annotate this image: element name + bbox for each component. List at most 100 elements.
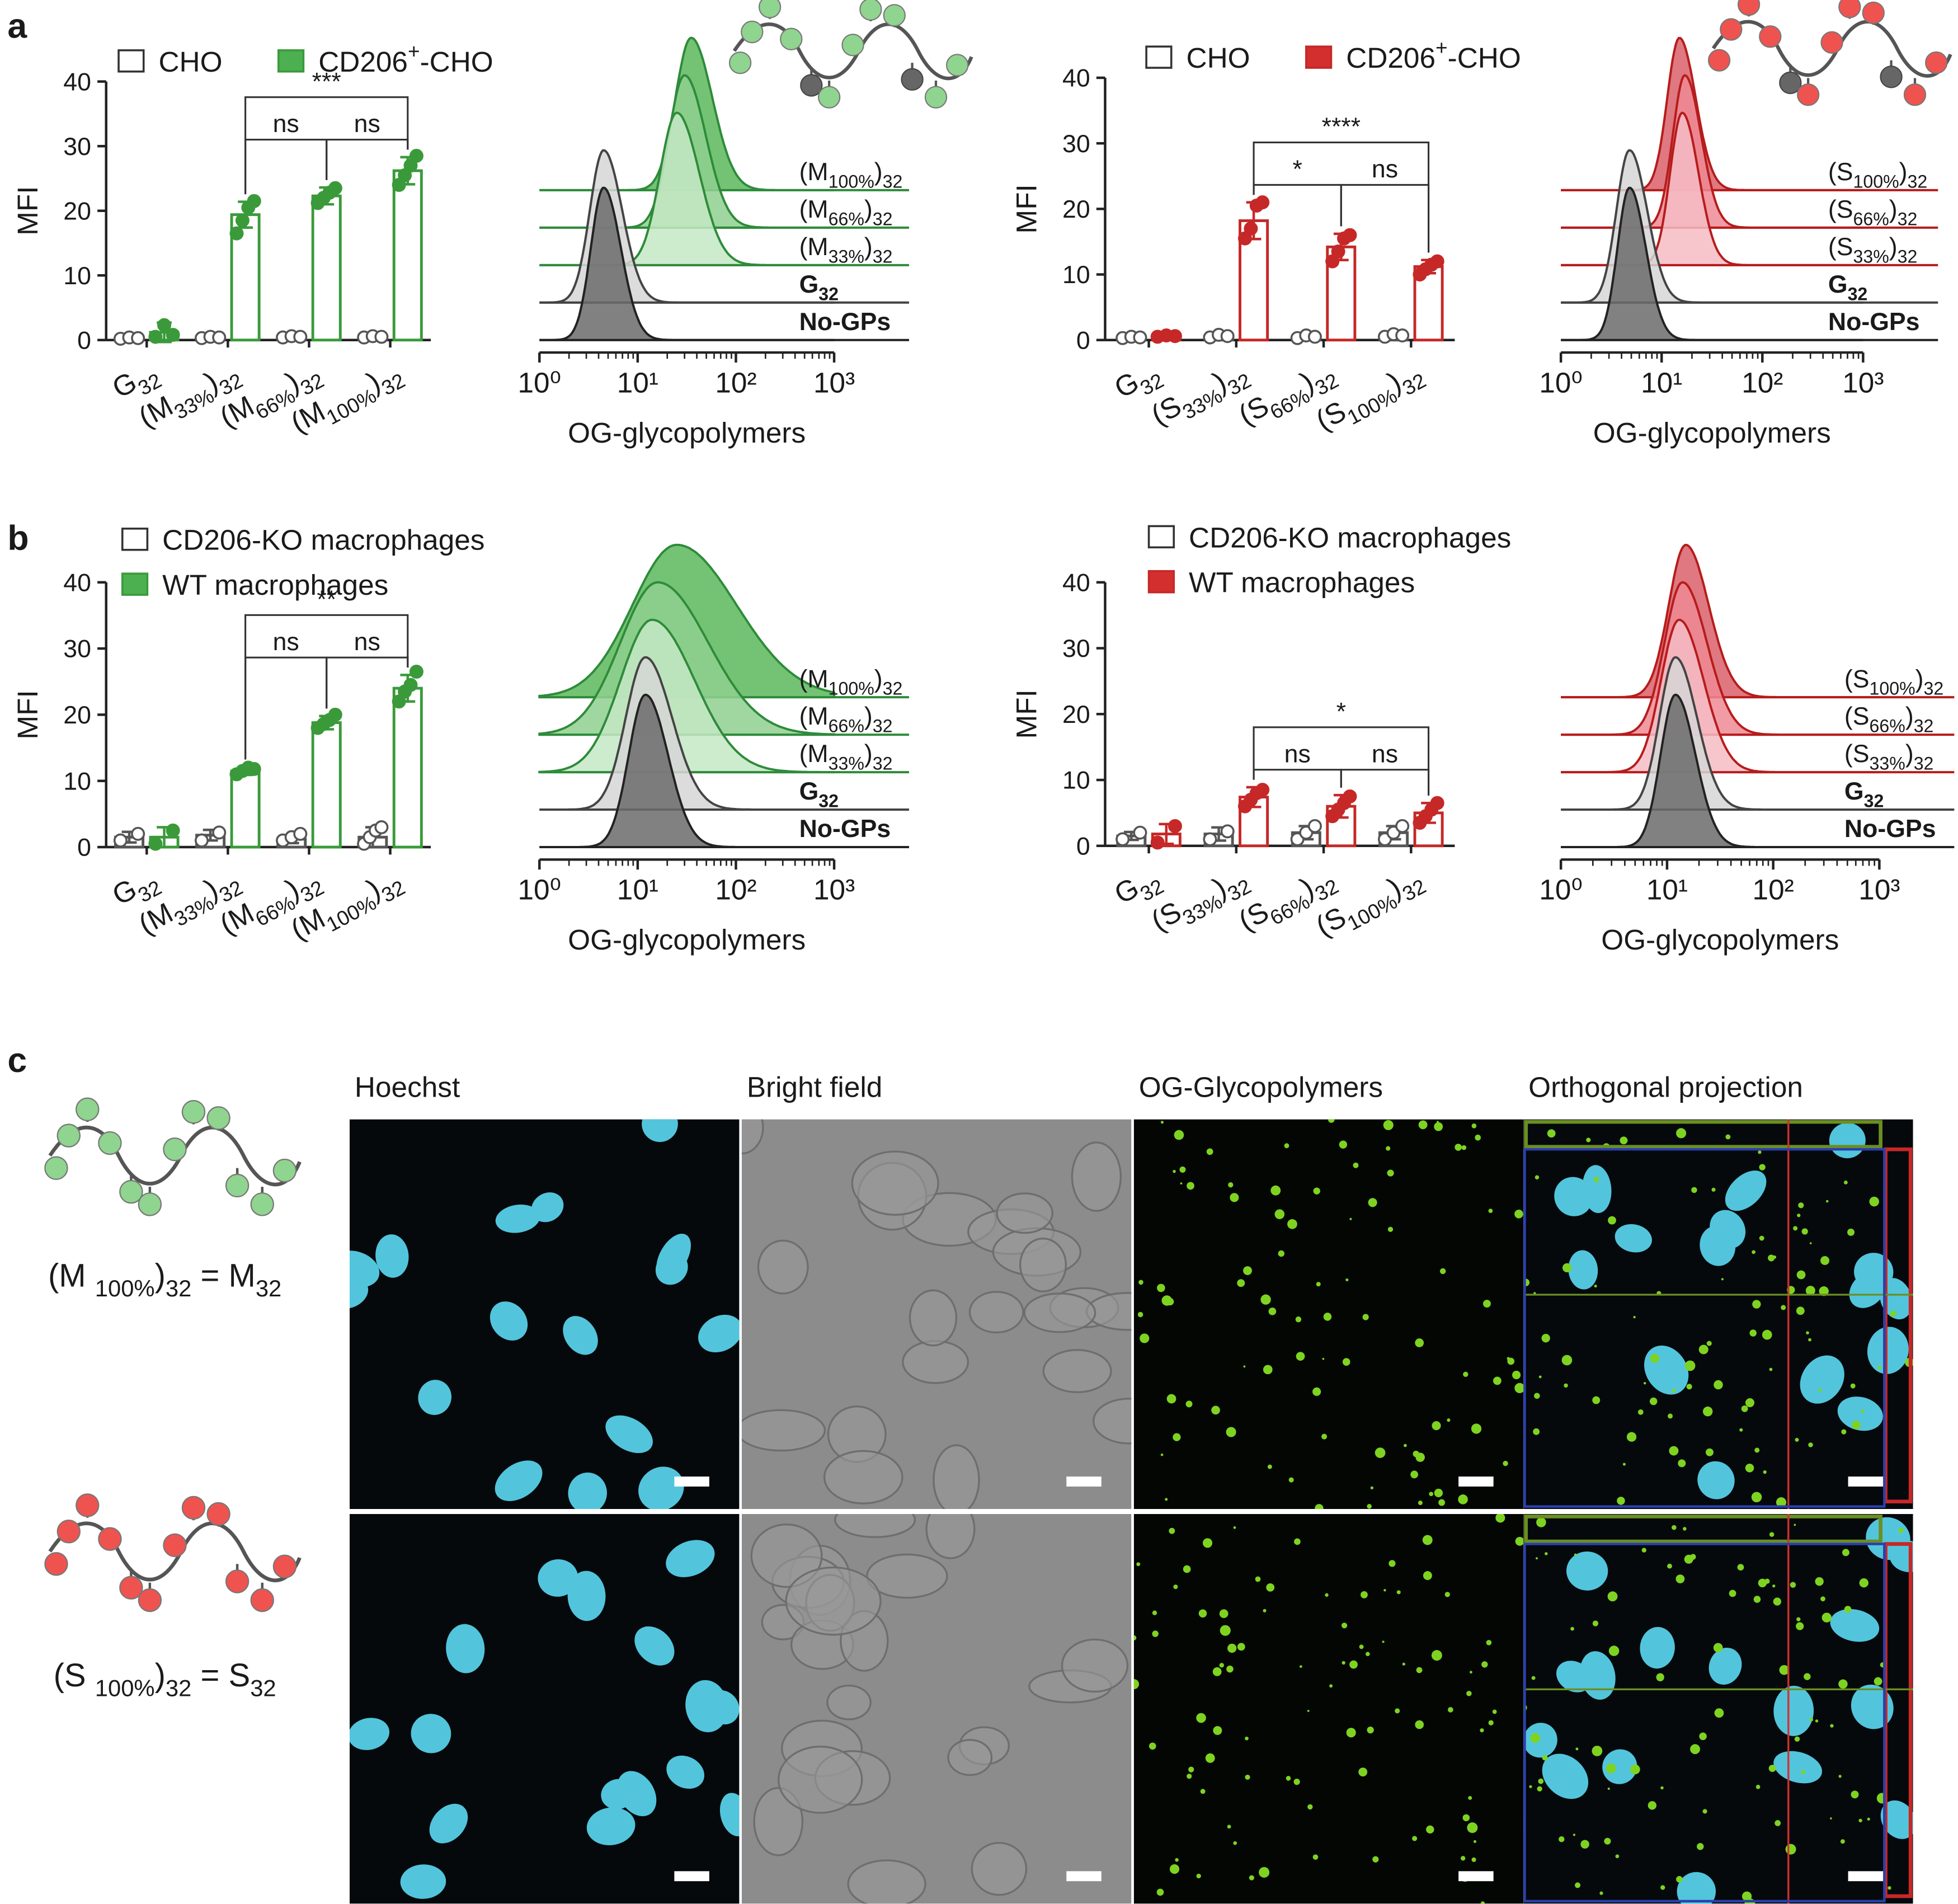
glycopolymer-signal	[1365, 1652, 1370, 1657]
scale-bar	[674, 1477, 709, 1487]
nucleus	[605, 1415, 653, 1454]
glycopolymer-signal	[1368, 1198, 1377, 1207]
density-curve	[1561, 618, 1880, 774]
icon-sugar	[76, 1097, 100, 1121]
y-tick-label: 0	[1076, 327, 1090, 354]
y-tick-label: 40	[1062, 65, 1090, 92]
glycopolymer-signal	[1798, 1202, 1804, 1209]
glycopolymer-icon	[728, 0, 973, 109]
icon-sugar	[181, 1100, 206, 1124]
glycopolymer-signal	[1686, 1384, 1692, 1390]
nucleus	[563, 1316, 598, 1355]
column-label: OG-Glycopolymers	[1139, 1071, 1383, 1103]
glycopolymer-signal	[1228, 1182, 1234, 1188]
glycopolymer-signal	[1796, 1622, 1804, 1630]
glycopolymer-signal	[1745, 1398, 1755, 1408]
cell-outline	[1019, 1237, 1067, 1292]
glycopolymer-signal	[1226, 1427, 1236, 1437]
significance-bracket	[1253, 726, 1430, 796]
glycopolymer-signal	[1697, 1843, 1704, 1850]
nucleus	[1640, 1626, 1675, 1669]
image-background	[350, 1119, 740, 1510]
glycopolymer-signal	[1714, 1380, 1723, 1390]
glycopolymer-signal	[1815, 1719, 1819, 1723]
glycopolymer-signal	[1418, 1501, 1423, 1506]
icon-sugar	[728, 51, 752, 74]
glycopolymer-signal	[1515, 1536, 1524, 1546]
icon-sugar	[138, 1192, 162, 1216]
glycopolymer-signal	[1389, 1560, 1396, 1567]
glycopolymer-signal	[1713, 1643, 1723, 1653]
glycopolymer-signal	[1307, 1710, 1310, 1712]
glycopolymer-signal	[1753, 1596, 1761, 1603]
glycopolymer-signal	[1793, 1226, 1798, 1231]
cell-outline	[1071, 1141, 1122, 1212]
glycopolymer-signal	[1219, 1609, 1229, 1618]
cell-outline	[968, 1291, 1024, 1334]
x-tick-label: (M100%)32	[286, 355, 409, 445]
scale-bar	[674, 1871, 709, 1882]
glycopolymer-signal	[1785, 1844, 1796, 1855]
glycopolymer-signal	[1482, 1300, 1491, 1308]
cell-outline	[1093, 1398, 1132, 1445]
glycopolymer-signal	[1773, 1597, 1781, 1606]
glycopolymer-signal	[1375, 1447, 1386, 1458]
x-tick-label: 10¹	[1646, 874, 1688, 906]
nucleus	[1880, 1800, 1913, 1839]
glycopolymer-signal	[1851, 1790, 1859, 1799]
nucleus	[350, 1718, 390, 1750]
significance-bracket	[244, 139, 328, 195]
x-tick-label: 10⁰	[517, 874, 561, 906]
glycopolymer-signal	[1395, 1708, 1400, 1714]
x-tick-label: 10³	[813, 874, 855, 906]
icon-sugar	[1779, 71, 1802, 95]
density-curve	[1561, 544, 1880, 699]
icon-sugar	[206, 1106, 230, 1130]
data-point	[113, 833, 128, 848]
image-background	[1523, 1119, 1913, 1510]
glycopolymer-signal	[1830, 1724, 1834, 1728]
glycopolymer-signal	[1580, 1840, 1589, 1849]
glycopolymer-signal	[1538, 1778, 1544, 1784]
icon-sugar	[44, 1552, 68, 1576]
nucleus	[1867, 1327, 1909, 1374]
density-curve	[539, 693, 835, 849]
x-tick-label: 10⁰	[1539, 874, 1583, 906]
nucleus	[1830, 1609, 1880, 1642]
nucleus	[656, 1233, 691, 1280]
glycopolymer-signal	[1270, 1185, 1281, 1196]
icon-sugar	[250, 1192, 274, 1216]
icon-sugar	[163, 1533, 187, 1557]
data-point	[1307, 330, 1322, 344]
glycopolymer-signal	[1157, 1284, 1165, 1292]
data-point	[1331, 245, 1345, 259]
glycopolymer-signal	[1245, 1774, 1250, 1780]
glycopolymer-signal	[1415, 1452, 1425, 1462]
glycopolymer-signal	[1447, 1418, 1451, 1422]
glycopolymer-signal	[1299, 1665, 1302, 1668]
glycopolymer-signal	[1212, 1667, 1222, 1676]
data-point	[1220, 329, 1235, 344]
data-point	[212, 330, 227, 345]
glycopolymer-signal	[1259, 1867, 1270, 1878]
cell-outline	[947, 1738, 993, 1776]
icon-sugar	[225, 1173, 250, 1198]
nucleus	[495, 1204, 540, 1233]
nucleus	[1880, 1278, 1913, 1320]
glycopolymer-signal	[1535, 1175, 1540, 1179]
glycopolymer-signal	[1312, 1387, 1321, 1396]
data-point	[166, 823, 180, 838]
legend-label: CHO	[158, 46, 222, 78]
significance-bracket	[244, 614, 409, 760]
glycopolymer-signal	[1286, 1775, 1291, 1781]
glycopolymer-signal	[1473, 1840, 1477, 1844]
glycopolymer-signal	[1198, 1609, 1207, 1618]
glycopolymer-signal	[1781, 1305, 1786, 1310]
glycopolymer-signal	[1615, 1854, 1620, 1859]
significance-label: *	[1336, 698, 1346, 725]
x-tick-label: 10⁰	[517, 367, 561, 399]
cell-outline	[823, 1450, 903, 1505]
series-label: (M100%)32	[799, 665, 903, 698]
data-point	[1395, 328, 1410, 343]
glycopolymer-signal	[1323, 1313, 1332, 1321]
